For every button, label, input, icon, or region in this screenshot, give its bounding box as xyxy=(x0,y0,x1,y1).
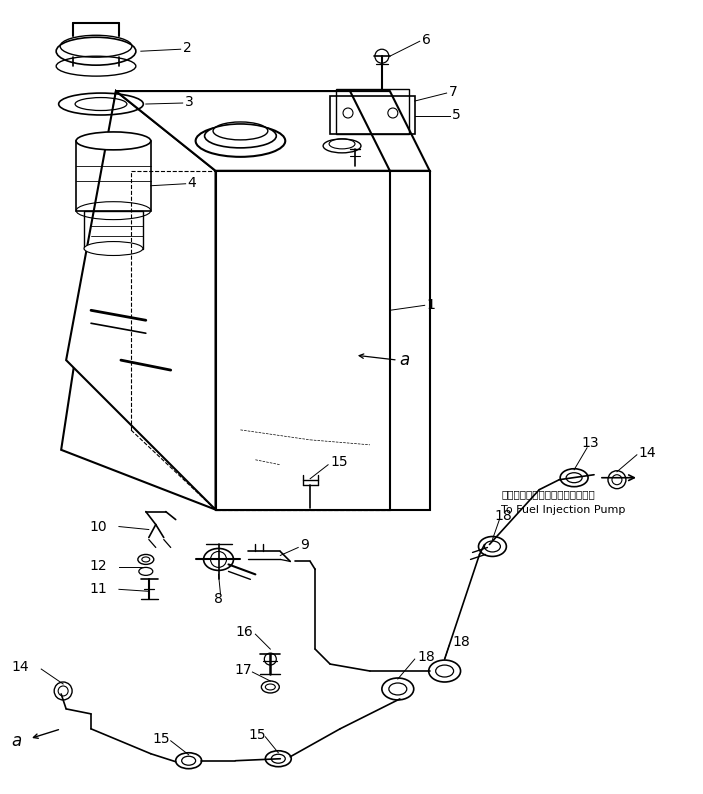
Ellipse shape xyxy=(56,37,136,65)
Text: 15: 15 xyxy=(330,455,348,468)
Text: 15: 15 xyxy=(153,732,170,746)
Text: 2: 2 xyxy=(183,41,191,56)
Text: To Fuel Injection Pump: To Fuel Injection Pump xyxy=(501,505,626,515)
Ellipse shape xyxy=(195,125,285,157)
Text: a: a xyxy=(400,351,410,369)
Text: a: a xyxy=(11,732,22,750)
Text: 1: 1 xyxy=(427,299,436,312)
Text: 5: 5 xyxy=(451,108,460,122)
Ellipse shape xyxy=(176,753,202,769)
Bar xyxy=(84,210,143,249)
Polygon shape xyxy=(66,91,216,510)
Text: 18: 18 xyxy=(418,650,435,664)
Ellipse shape xyxy=(205,124,276,148)
Text: 15: 15 xyxy=(248,728,266,742)
Text: 12: 12 xyxy=(89,560,107,573)
Ellipse shape xyxy=(382,678,414,700)
Text: 17: 17 xyxy=(235,663,252,677)
Bar xyxy=(336,89,408,134)
Text: 14: 14 xyxy=(639,445,657,460)
Text: 10: 10 xyxy=(89,519,107,534)
Circle shape xyxy=(264,653,276,665)
Text: 9: 9 xyxy=(300,538,309,553)
Ellipse shape xyxy=(84,241,143,256)
Bar xyxy=(76,141,151,210)
Ellipse shape xyxy=(204,549,233,570)
Polygon shape xyxy=(116,91,390,171)
Ellipse shape xyxy=(138,554,154,565)
Text: 7: 7 xyxy=(449,85,458,99)
Text: 11: 11 xyxy=(89,582,107,596)
Text: 18: 18 xyxy=(494,509,512,522)
Text: 3: 3 xyxy=(185,95,193,109)
Ellipse shape xyxy=(262,681,279,693)
Ellipse shape xyxy=(479,537,506,557)
Ellipse shape xyxy=(265,751,291,767)
Bar xyxy=(330,96,415,134)
Ellipse shape xyxy=(139,568,153,576)
Text: 16: 16 xyxy=(236,625,253,639)
Ellipse shape xyxy=(429,660,460,682)
Text: 4: 4 xyxy=(188,175,196,190)
Ellipse shape xyxy=(560,468,588,487)
Text: 18: 18 xyxy=(453,635,470,649)
Polygon shape xyxy=(216,171,390,510)
Ellipse shape xyxy=(323,139,361,153)
Circle shape xyxy=(608,471,626,488)
Text: 14: 14 xyxy=(11,660,29,674)
Ellipse shape xyxy=(76,132,151,150)
Text: 6: 6 xyxy=(422,33,431,48)
Circle shape xyxy=(54,682,72,700)
Text: フェルインジェクションボンプへ: フェルインジェクションボンプへ xyxy=(501,490,595,499)
Text: 8: 8 xyxy=(214,592,222,607)
Text: 13: 13 xyxy=(581,436,599,450)
